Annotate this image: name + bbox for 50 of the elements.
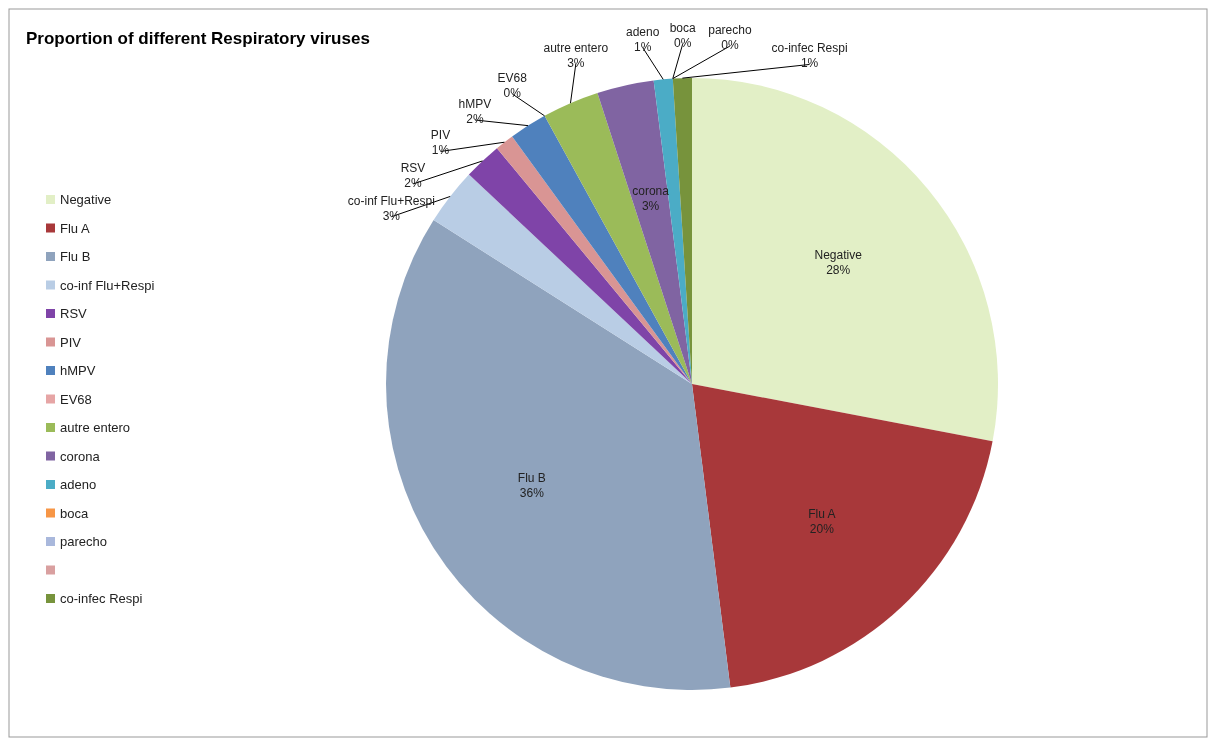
pie-slice	[386, 220, 731, 690]
legend-label: adeno	[60, 477, 97, 492]
legend-label: parecho	[60, 534, 107, 549]
pie-slice	[692, 384, 993, 688]
slice-label: hMPV	[458, 96, 492, 111]
legend-label: PIV	[60, 334, 82, 350]
data-label: 1%	[800, 56, 819, 71]
text: 0%	[721, 38, 739, 53]
data-label: 28%	[826, 263, 851, 278]
pie-slice	[544, 92, 692, 384]
legend-label: RSV	[60, 306, 88, 321]
text: 0%	[503, 85, 521, 100]
pie-slice	[468, 148, 692, 384]
slice-label: autre entero	[543, 40, 609, 55]
data-label: 3%	[567, 55, 585, 70]
slice-label: Flu B	[517, 470, 546, 485]
data-label: 3%	[382, 208, 401, 223]
legend-label: boca	[60, 505, 89, 521]
category-label: boca	[669, 21, 696, 36]
slice-label: adeno	[625, 24, 660, 39]
legend-label: co-infec Respi	[60, 591, 143, 606]
legend-label: hMPV	[60, 363, 96, 378]
legend-label: co-inf Flu+Respi	[60, 277, 155, 293]
legend-label: corona	[60, 448, 101, 464]
slice-label: corona	[632, 183, 670, 198]
pie-slice	[597, 80, 692, 384]
text: 0%	[673, 36, 692, 51]
data-label: 1%	[431, 143, 450, 158]
slice-label: PIV	[430, 128, 451, 143]
data-label: 20%	[809, 522, 835, 537]
legend-label: EV68	[60, 391, 92, 407]
data-label: 36%	[519, 485, 545, 500]
legend-label: Flu A	[60, 220, 90, 236]
slice-label: Flu A	[808, 507, 836, 522]
legend-label: autre entero	[60, 420, 131, 435]
data-label: 2%	[404, 175, 423, 190]
category-label: EV68	[497, 70, 527, 85]
slice-label: RSV	[400, 160, 426, 175]
slice-label: co-infec Respi	[771, 41, 848, 56]
data-label: 3%	[641, 198, 660, 213]
data-label: 1%	[633, 39, 652, 54]
data-label: 2%	[466, 111, 484, 126]
legend-label: Negative	[60, 192, 112, 207]
pie-slice	[433, 174, 692, 384]
slice-label: Negative	[814, 248, 863, 263]
pie-slice	[692, 78, 998, 442]
chart-title: Proportion of different Respiratory viruses	[26, 29, 370, 48]
category-label: parecho	[708, 23, 752, 38]
slice-label: co-inf Flu+Respi	[347, 193, 435, 208]
legend-label: Flu B	[60, 249, 91, 264]
